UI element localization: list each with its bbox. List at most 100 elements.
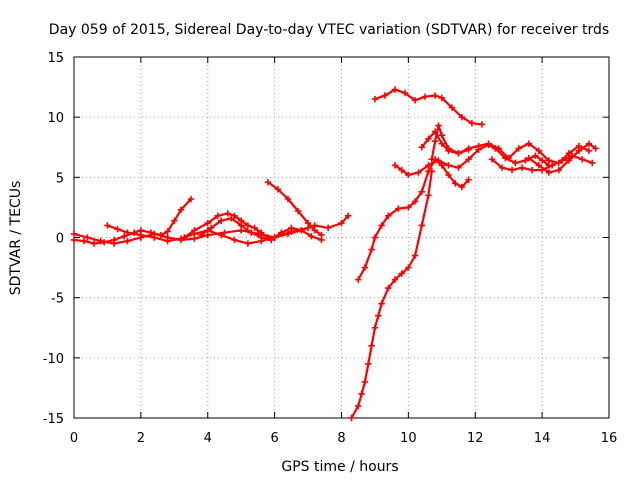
data-point: [264, 234, 272, 241]
trace-layer: [72, 88, 597, 420]
data-point: [157, 231, 165, 239]
y-tick-label: 10: [47, 111, 64, 126]
series-arc-6-markers: [264, 178, 325, 239]
data-point: [431, 92, 439, 99]
data-point: [465, 156, 472, 163]
data-point: [187, 195, 195, 203]
data-point: [401, 89, 409, 97]
data-point: [498, 164, 506, 171]
data-point: [70, 230, 78, 238]
data-point: [97, 237, 104, 245]
data-point: [405, 264, 412, 271]
data-point: [355, 276, 362, 283]
y-tick-label: 15: [47, 51, 64, 66]
data-point: [104, 222, 111, 229]
data-point: [181, 234, 188, 241]
data-point: [411, 97, 419, 104]
data-point: [478, 121, 486, 128]
data-point: [535, 147, 542, 155]
data-point: [569, 152, 576, 159]
data-point: [455, 150, 462, 157]
data-point: [435, 157, 442, 164]
data-point: [398, 270, 405, 277]
data-point: [381, 92, 389, 99]
data-point: [371, 324, 379, 331]
x-tick-label: 4: [204, 431, 212, 446]
series-arc-14-line: [527, 142, 597, 174]
data-point: [398, 166, 405, 174]
data-point: [488, 156, 496, 163]
data-point: [458, 183, 466, 191]
data-point: [385, 284, 392, 292]
data-point: [565, 150, 573, 157]
data-point: [545, 169, 553, 176]
series-arc-8-markers: [355, 156, 472, 283]
data-point: [451, 180, 459, 187]
data-point: [90, 240, 98, 247]
data-point: [465, 146, 472, 153]
data-point: [318, 231, 325, 239]
x-tick-label: 10: [400, 431, 417, 446]
x-tick-label: 0: [70, 431, 78, 446]
data-point: [217, 231, 225, 239]
data-point: [438, 162, 446, 169]
x-tick-label: 6: [270, 431, 278, 446]
data-point: [338, 219, 345, 227]
data-point: [151, 234, 158, 241]
data-point: [445, 145, 452, 152]
data-point: [385, 212, 392, 220]
data-point: [227, 215, 235, 222]
x-tick-label: 14: [534, 431, 551, 446]
data-point: [197, 231, 205, 239]
data-point: [120, 233, 128, 240]
data-point: [361, 264, 369, 271]
data-point: [411, 252, 419, 259]
data-point: [438, 94, 446, 102]
y-tick-label: -5: [51, 292, 64, 307]
data-point: [592, 145, 599, 152]
data-point: [371, 234, 379, 241]
data-point: [468, 119, 476, 127]
data-point: [395, 205, 402, 212]
data-point: [518, 164, 526, 171]
data-point: [438, 140, 446, 147]
data-point: [455, 164, 462, 171]
data-point: [545, 157, 553, 164]
y-tick-label: -15: [43, 412, 64, 427]
data-point: [100, 239, 108, 246]
x-tick-label: 12: [467, 431, 484, 446]
data-point: [425, 135, 432, 143]
data-point: [207, 224, 215, 232]
data-point: [428, 156, 435, 163]
data-point: [368, 342, 375, 349]
data-point: [274, 186, 282, 193]
series-arc-7-line: [350, 170, 433, 420]
data-point: [495, 145, 502, 152]
y-tick-label: 5: [56, 171, 64, 186]
data-point: [231, 212, 238, 220]
data-point: [378, 300, 385, 307]
series-arc-4-markers: [181, 210, 272, 241]
data-point: [418, 222, 425, 229]
series-arc-5-markers: [197, 215, 325, 244]
data-point: [221, 229, 228, 236]
data-point: [80, 237, 88, 245]
data-point: [124, 237, 131, 245]
y-tick-label: 0: [56, 232, 64, 247]
data-point: [425, 192, 432, 199]
series-arc-13-markers: [488, 152, 596, 174]
data-point: [268, 236, 275, 244]
series-arc-12-line: [430, 124, 470, 161]
data-point: [177, 206, 185, 214]
data-point: [368, 246, 375, 253]
data-point: [508, 166, 516, 174]
data-point: [575, 147, 583, 155]
data-point: [278, 229, 285, 236]
data-point: [438, 132, 446, 139]
data-point: [124, 229, 131, 236]
data-point: [70, 236, 78, 244]
tick-layer: 0 2 4 6 8 10 12 14 16 -15 -10 -5 0 5 10 15: [43, 51, 618, 446]
data-point: [294, 207, 302, 215]
data-point: [579, 156, 586, 163]
y-tick-label: -10: [43, 352, 64, 367]
